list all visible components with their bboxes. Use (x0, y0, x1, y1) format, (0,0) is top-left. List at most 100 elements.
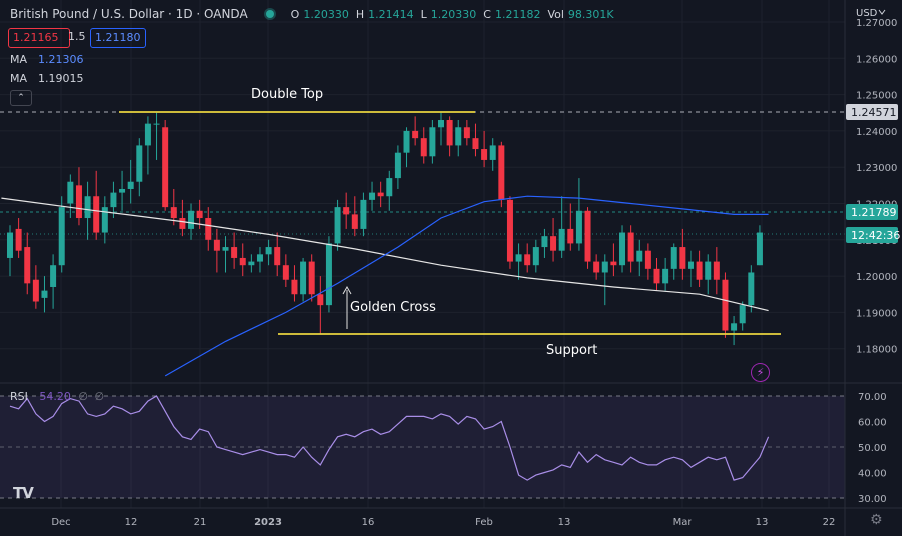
symbol-header[interactable]: British Pound / U.S. Dollar · 1D · OANDA… (10, 7, 614, 21)
rsi-tick-label: 40.00 (858, 469, 887, 480)
candle-body (472, 138, 479, 150)
candle-body (334, 207, 341, 244)
candle-body (127, 181, 134, 189)
date-tick-label: Mar (673, 517, 693, 528)
candle-body (687, 261, 694, 269)
time-axis: Dec 12 21 2023 16 Feb 13 Mar 13 22 (51, 517, 835, 528)
ma-slow-line (1, 197, 769, 312)
lightning-icon[interactable]: ⚡︎ (751, 363, 770, 382)
candle-body (670, 247, 677, 269)
quantity-field[interactable]: 1.5 (68, 30, 86, 43)
candle-body (343, 207, 350, 215)
candle-body (463, 127, 470, 139)
candle-body (653, 268, 660, 284)
candle-body (24, 247, 31, 284)
candle-body (515, 254, 522, 262)
candle-body (15, 228, 22, 251)
rsi-tick-label: 50.00 (858, 443, 887, 454)
date-tick-label: 13 (756, 517, 769, 528)
chevron-up-icon[interactable]: ⌃ (10, 90, 32, 106)
price-tick-label: 1.27000 (856, 18, 897, 29)
candle-body (300, 261, 307, 295)
ma-fast-line (164, 195, 769, 377)
candle-body (308, 261, 315, 295)
ma-fast-legend[interactable]: MA 1.21306 (10, 53, 84, 66)
candle-body (265, 247, 272, 255)
candle-body (506, 199, 513, 262)
candle-body (325, 243, 332, 306)
candle-body (481, 149, 488, 160)
rsi-axis: 70.00 60.00 50.00 40.00 30.00 (858, 392, 887, 505)
candle-body (584, 210, 591, 262)
price-tick-label: 1.18000 (856, 345, 897, 356)
candle-body (386, 178, 393, 197)
rsi-label: RSI (10, 390, 28, 403)
support-label: Support (546, 343, 597, 358)
candle-body (420, 138, 427, 157)
gear-icon[interactable]: ⚙ (870, 512, 883, 528)
market-status-icon (265, 10, 274, 18)
ma-fast-value: 1.21306 (38, 53, 84, 66)
candle-body (136, 145, 143, 182)
sell-button[interactable]: 1.21165 (8, 28, 70, 48)
ma-slow-label: MA (10, 72, 28, 85)
candle-body (248, 261, 255, 266)
open-label: O (290, 7, 300, 21)
candle-body (636, 250, 643, 262)
candle-body (394, 152, 401, 179)
candle-body (67, 181, 74, 204)
price-tick-label: 1.23000 (856, 163, 897, 174)
candle-body (119, 188, 126, 193)
date-tick-label: 13 (558, 517, 571, 528)
candle-body (532, 247, 539, 266)
low-label: L (420, 7, 427, 21)
buy-button[interactable]: 1.21180 (90, 28, 146, 48)
current-price-badge (846, 204, 898, 220)
high-value: 1.21414 (368, 7, 414, 21)
candle-body (731, 323, 738, 331)
candle-body (153, 123, 160, 125)
candle-body (205, 218, 212, 240)
candle-body (291, 279, 298, 295)
candle-body (455, 127, 462, 146)
ma-slow-value: 1.19015 (38, 72, 84, 85)
symbol-title[interactable]: British Pound / U.S. Dollar · 1D · OANDA (10, 7, 248, 21)
candle-body (188, 210, 195, 229)
double-top-label: Double Top (251, 87, 323, 102)
date-tick-label: 16 (362, 517, 375, 528)
candle-body (75, 185, 82, 219)
candle-body (239, 257, 246, 266)
ma-slow-legend[interactable]: MA 1.19015 (10, 72, 84, 85)
candle-body (498, 145, 505, 200)
candle-body (369, 192, 376, 200)
countdown-badge (846, 227, 898, 243)
golden-cross-arrowhead (342, 285, 352, 295)
candle-body (32, 279, 39, 302)
candle-body (7, 232, 13, 258)
candle-body (196, 210, 203, 219)
candle-body (558, 228, 565, 251)
candle-body (610, 261, 617, 266)
date-tick-label: 2023 (254, 517, 282, 528)
candle-body (144, 123, 151, 146)
rsi-value: 54.20 (39, 390, 71, 403)
tradingview-logo[interactable]: TV (13, 484, 34, 502)
currency-label: USD (856, 8, 878, 19)
price-tick-label: 1.19000 (856, 308, 897, 319)
price-tick-label: 1.26000 (856, 54, 897, 65)
golden-cross-label: Golden Cross (350, 300, 436, 315)
candle-body (662, 268, 669, 284)
rsi-tick-label: 60.00 (858, 418, 887, 429)
price-tick-label: 1.20000 (856, 272, 897, 283)
countdown-label: 12:42:36 (851, 229, 900, 242)
candle-body (213, 239, 220, 251)
candlestick-series (7, 112, 763, 346)
candle-body (739, 305, 746, 324)
close-label: C (483, 7, 491, 21)
candle-body (679, 247, 686, 269)
candle-body (593, 261, 600, 273)
candle-body (567, 228, 574, 244)
candle-body (179, 218, 186, 229)
rsi-legend[interactable]: RSI 54.20 ∅ ∅ (10, 390, 104, 403)
